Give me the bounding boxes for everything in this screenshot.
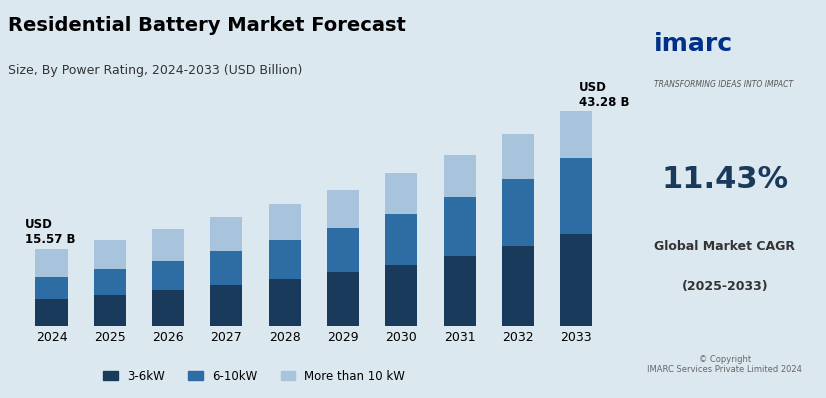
Bar: [560, 234, 592, 326]
Bar: [502, 134, 534, 179]
Bar: [94, 295, 126, 326]
Bar: [94, 269, 126, 295]
Bar: [444, 155, 476, 197]
Bar: [36, 299, 68, 326]
Bar: [211, 217, 243, 251]
Bar: [152, 291, 184, 326]
Bar: [152, 261, 184, 291]
Text: (2025-2033): (2025-2033): [681, 280, 768, 293]
Bar: [152, 229, 184, 261]
Text: Residential Battery Market Forecast: Residential Battery Market Forecast: [8, 16, 406, 35]
Bar: [385, 214, 417, 265]
Bar: [444, 197, 476, 256]
Bar: [327, 190, 359, 228]
Bar: [268, 240, 301, 279]
Text: imarc: imarc: [654, 32, 733, 56]
Text: USD
15.57 B: USD 15.57 B: [26, 219, 76, 246]
Bar: [444, 256, 476, 326]
Bar: [36, 277, 68, 299]
Bar: [560, 111, 592, 158]
Text: USD
43.28 B: USD 43.28 B: [579, 80, 629, 109]
Bar: [385, 173, 417, 214]
Bar: [327, 228, 359, 272]
Bar: [502, 246, 534, 326]
Bar: [268, 279, 301, 326]
Bar: [327, 272, 359, 326]
Text: © Copyright
IMARC Services Private Limited 2024: © Copyright IMARC Services Private Limit…: [648, 355, 802, 374]
Bar: [211, 285, 243, 326]
Text: 11.43%: 11.43%: [662, 165, 788, 193]
Bar: [211, 251, 243, 285]
Bar: [502, 179, 534, 246]
Bar: [36, 249, 68, 277]
Bar: [94, 240, 126, 269]
Text: Size, By Power Rating, 2024-2033 (USD Billion): Size, By Power Rating, 2024-2033 (USD Bi…: [8, 64, 302, 77]
Text: TRANSFORMING IDEAS INTO IMPACT: TRANSFORMING IDEAS INTO IMPACT: [654, 80, 793, 89]
Legend: 3-6kW, 6-10kW, More than 10 kW: 3-6kW, 6-10kW, More than 10 kW: [99, 365, 410, 387]
Bar: [560, 158, 592, 234]
Bar: [268, 204, 301, 240]
Bar: [385, 265, 417, 326]
Text: Global Market CAGR: Global Market CAGR: [654, 240, 795, 253]
